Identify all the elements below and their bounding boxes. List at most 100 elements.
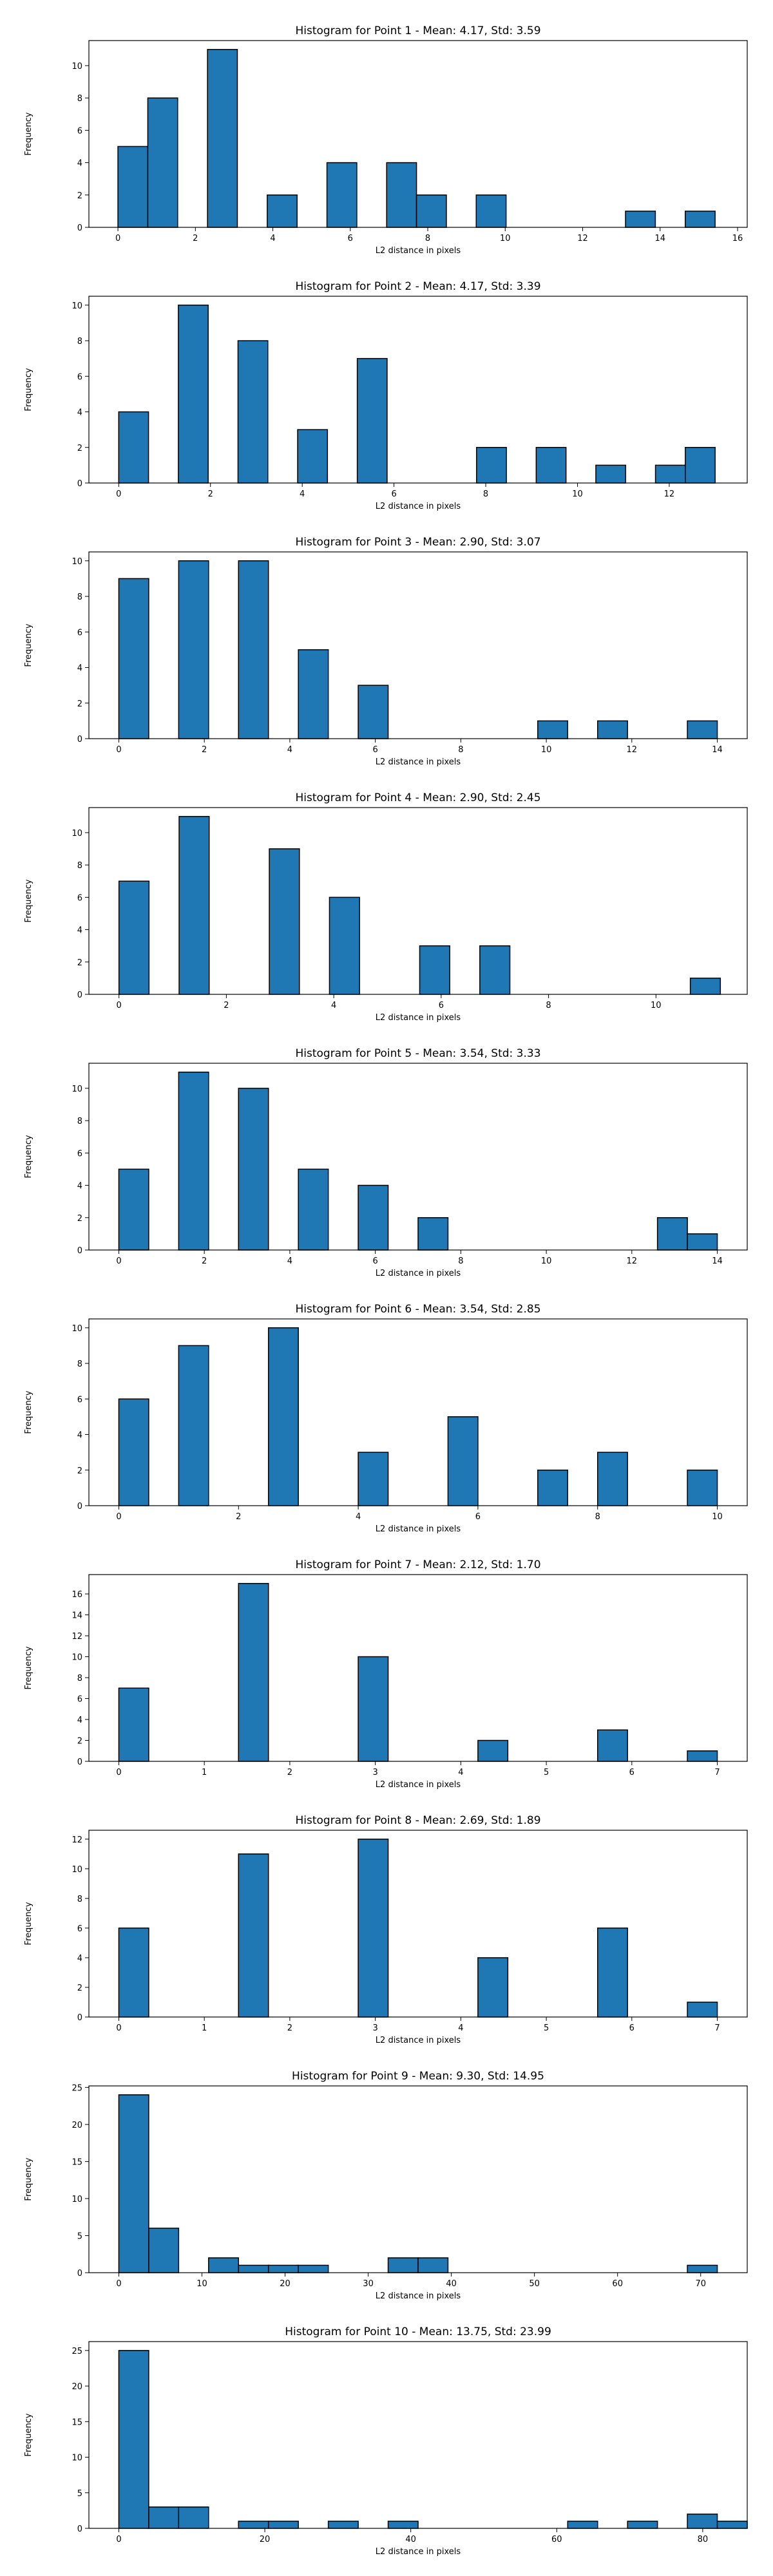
- y-tick-label: 2: [77, 1466, 82, 1476]
- histogram-panel-10: Histogram for Point 10 - Mean: 13.75, St…: [24, 2325, 748, 2557]
- x-tick-label: 40: [405, 2535, 416, 2544]
- histogram-bar: [567, 2521, 598, 2529]
- histogram-bar: [475, 194, 507, 228]
- histogram-bar: [238, 1853, 269, 2018]
- x-tick-label: 12: [627, 745, 638, 755]
- y-tick-label: 0: [77, 735, 82, 744]
- histogram-bar: [178, 305, 209, 484]
- x-tick-label: 60: [551, 2535, 562, 2544]
- y-tick-label: 4: [77, 159, 82, 169]
- histogram-bar: [596, 1729, 628, 1762]
- y-axis-label: Frequency: [24, 1135, 33, 1178]
- chart-title: Histogram for Point 10 - Mean: 13.75, St…: [285, 2325, 551, 2338]
- x-tick-label: 8: [458, 745, 463, 755]
- chart-title: Histogram for Point 6 - Mean: 3.54, Std:…: [295, 1303, 540, 1316]
- y-tick-label: 4: [77, 1182, 82, 1191]
- y-tick-label: 2: [77, 958, 82, 968]
- x-tick-label: 4: [287, 745, 292, 755]
- plot-frame: [88, 551, 748, 739]
- y-tick-label: 0: [77, 2013, 82, 2023]
- histogram-panel-4: Histogram for Point 4 - Mean: 2.90, Std:…: [24, 791, 748, 1023]
- histogram-bar: [417, 2257, 449, 2273]
- x-tick-label: 20: [280, 2279, 291, 2289]
- x-axis-label: L2 distance in pixels: [376, 2036, 461, 2045]
- histogram-bar: [178, 816, 210, 995]
- histogram-bar: [537, 1470, 569, 1506]
- x-tick-label: 8: [458, 1256, 463, 1266]
- x-tick-label: 7: [714, 2023, 720, 2033]
- y-tick-label: 5: [77, 2231, 82, 2241]
- x-tick-label: 8: [595, 1512, 600, 1522]
- x-tick-label: 4: [270, 234, 275, 243]
- x-tick-label: 4: [331, 1001, 336, 1010]
- y-tick-label: 4: [77, 408, 82, 418]
- chart-title: Histogram for Point 5 - Mean: 3.54, Std:…: [295, 1047, 540, 1060]
- x-tick-label: 6: [348, 234, 353, 243]
- histogram-bar: [687, 2514, 718, 2529]
- y-tick-label: 0: [77, 2269, 82, 2278]
- x-tick-label: 6: [391, 489, 396, 499]
- y-axis-label: Frequency: [24, 1390, 33, 1434]
- x-tick-label: 1: [202, 1768, 207, 1777]
- histogram-panel-9: Histogram for Point 9 - Mean: 9.30, Std:…: [24, 2070, 748, 2301]
- histogram-bar: [118, 411, 149, 484]
- plot-frame: [88, 1318, 748, 1506]
- histogram-bar: [358, 685, 389, 739]
- histogram-bar: [419, 945, 450, 995]
- histogram-bar: [358, 1839, 389, 2018]
- histogram-bar: [298, 1168, 329, 1251]
- y-tick-label: 2: [77, 1214, 82, 1224]
- x-tick-label: 12: [664, 489, 675, 499]
- y-tick-label: 10: [72, 62, 82, 71]
- x-axis-label: L2 distance in pixels: [376, 1013, 461, 1023]
- x-tick-label: 4: [458, 2023, 463, 2033]
- histogram-bar: [535, 447, 567, 484]
- y-tick-label: 15: [72, 2157, 82, 2167]
- y-tick-label: 14: [72, 1611, 82, 1621]
- y-tick-label: 6: [77, 1924, 82, 1934]
- histogram-panel-7: Histogram for Point 7 - Mean: 2.12, Std:…: [24, 1558, 748, 1790]
- histogram-bar: [687, 720, 718, 739]
- x-tick-label: 10: [500, 234, 511, 243]
- x-tick-label: 4: [287, 1256, 292, 1266]
- histogram-bar: [654, 464, 686, 484]
- y-tick-label: 6: [77, 1695, 82, 1705]
- y-tick-label: 0: [77, 1502, 82, 1511]
- histogram-panel-2: Histogram for Point 2 - Mean: 4.17, Std:…: [24, 280, 748, 511]
- plot-frame: [88, 2341, 748, 2529]
- histogram-bar: [387, 2257, 419, 2273]
- y-axis-label: Frequency: [24, 2413, 33, 2456]
- x-tick-label: 5: [544, 2023, 549, 2033]
- histogram-bar: [687, 2002, 718, 2018]
- x-tick-label: 3: [372, 1768, 377, 1777]
- y-tick-label: 4: [77, 1954, 82, 1964]
- histogram-bar: [417, 1217, 449, 1251]
- y-tick-label: 6: [77, 628, 82, 638]
- y-tick-label: 8: [77, 592, 82, 602]
- x-tick-label: 10: [541, 1256, 552, 1266]
- chart-title: Histogram for Point 1 - Mean: 4.17, Std:…: [295, 24, 540, 37]
- x-tick-label: 6: [629, 2023, 635, 2033]
- histogram-bar: [685, 211, 716, 228]
- x-tick-label: 14: [712, 745, 723, 755]
- y-tick-label: 6: [77, 1149, 82, 1159]
- y-tick-label: 4: [77, 926, 82, 936]
- x-tick-label: 12: [577, 234, 588, 243]
- x-axis-label: L2 distance in pixels: [376, 1269, 461, 1278]
- histogram-bar: [118, 2094, 149, 2273]
- chart-title: Histogram for Point 3 - Mean: 2.90, Std:…: [295, 536, 540, 549]
- x-axis-label: L2 distance in pixels: [376, 2291, 461, 2301]
- y-tick-label: 16: [72, 1590, 82, 1600]
- x-tick-label: 6: [629, 1768, 635, 1777]
- x-tick-label: 10: [572, 489, 583, 499]
- y-tick-label: 12: [72, 1632, 82, 1642]
- y-axis-label: Frequency: [24, 623, 33, 667]
- histogram-bar: [148, 2506, 180, 2529]
- x-tick-label: 2: [208, 489, 213, 499]
- histogram-bar: [237, 340, 269, 484]
- histogram-panel-8: Histogram for Point 8 - Mean: 2.69, Std:…: [24, 1814, 748, 2045]
- x-tick-label: 6: [475, 1512, 481, 1522]
- histogram-bar: [327, 2521, 359, 2529]
- histogram-bar: [687, 1233, 718, 1251]
- histogram-bar: [479, 945, 511, 995]
